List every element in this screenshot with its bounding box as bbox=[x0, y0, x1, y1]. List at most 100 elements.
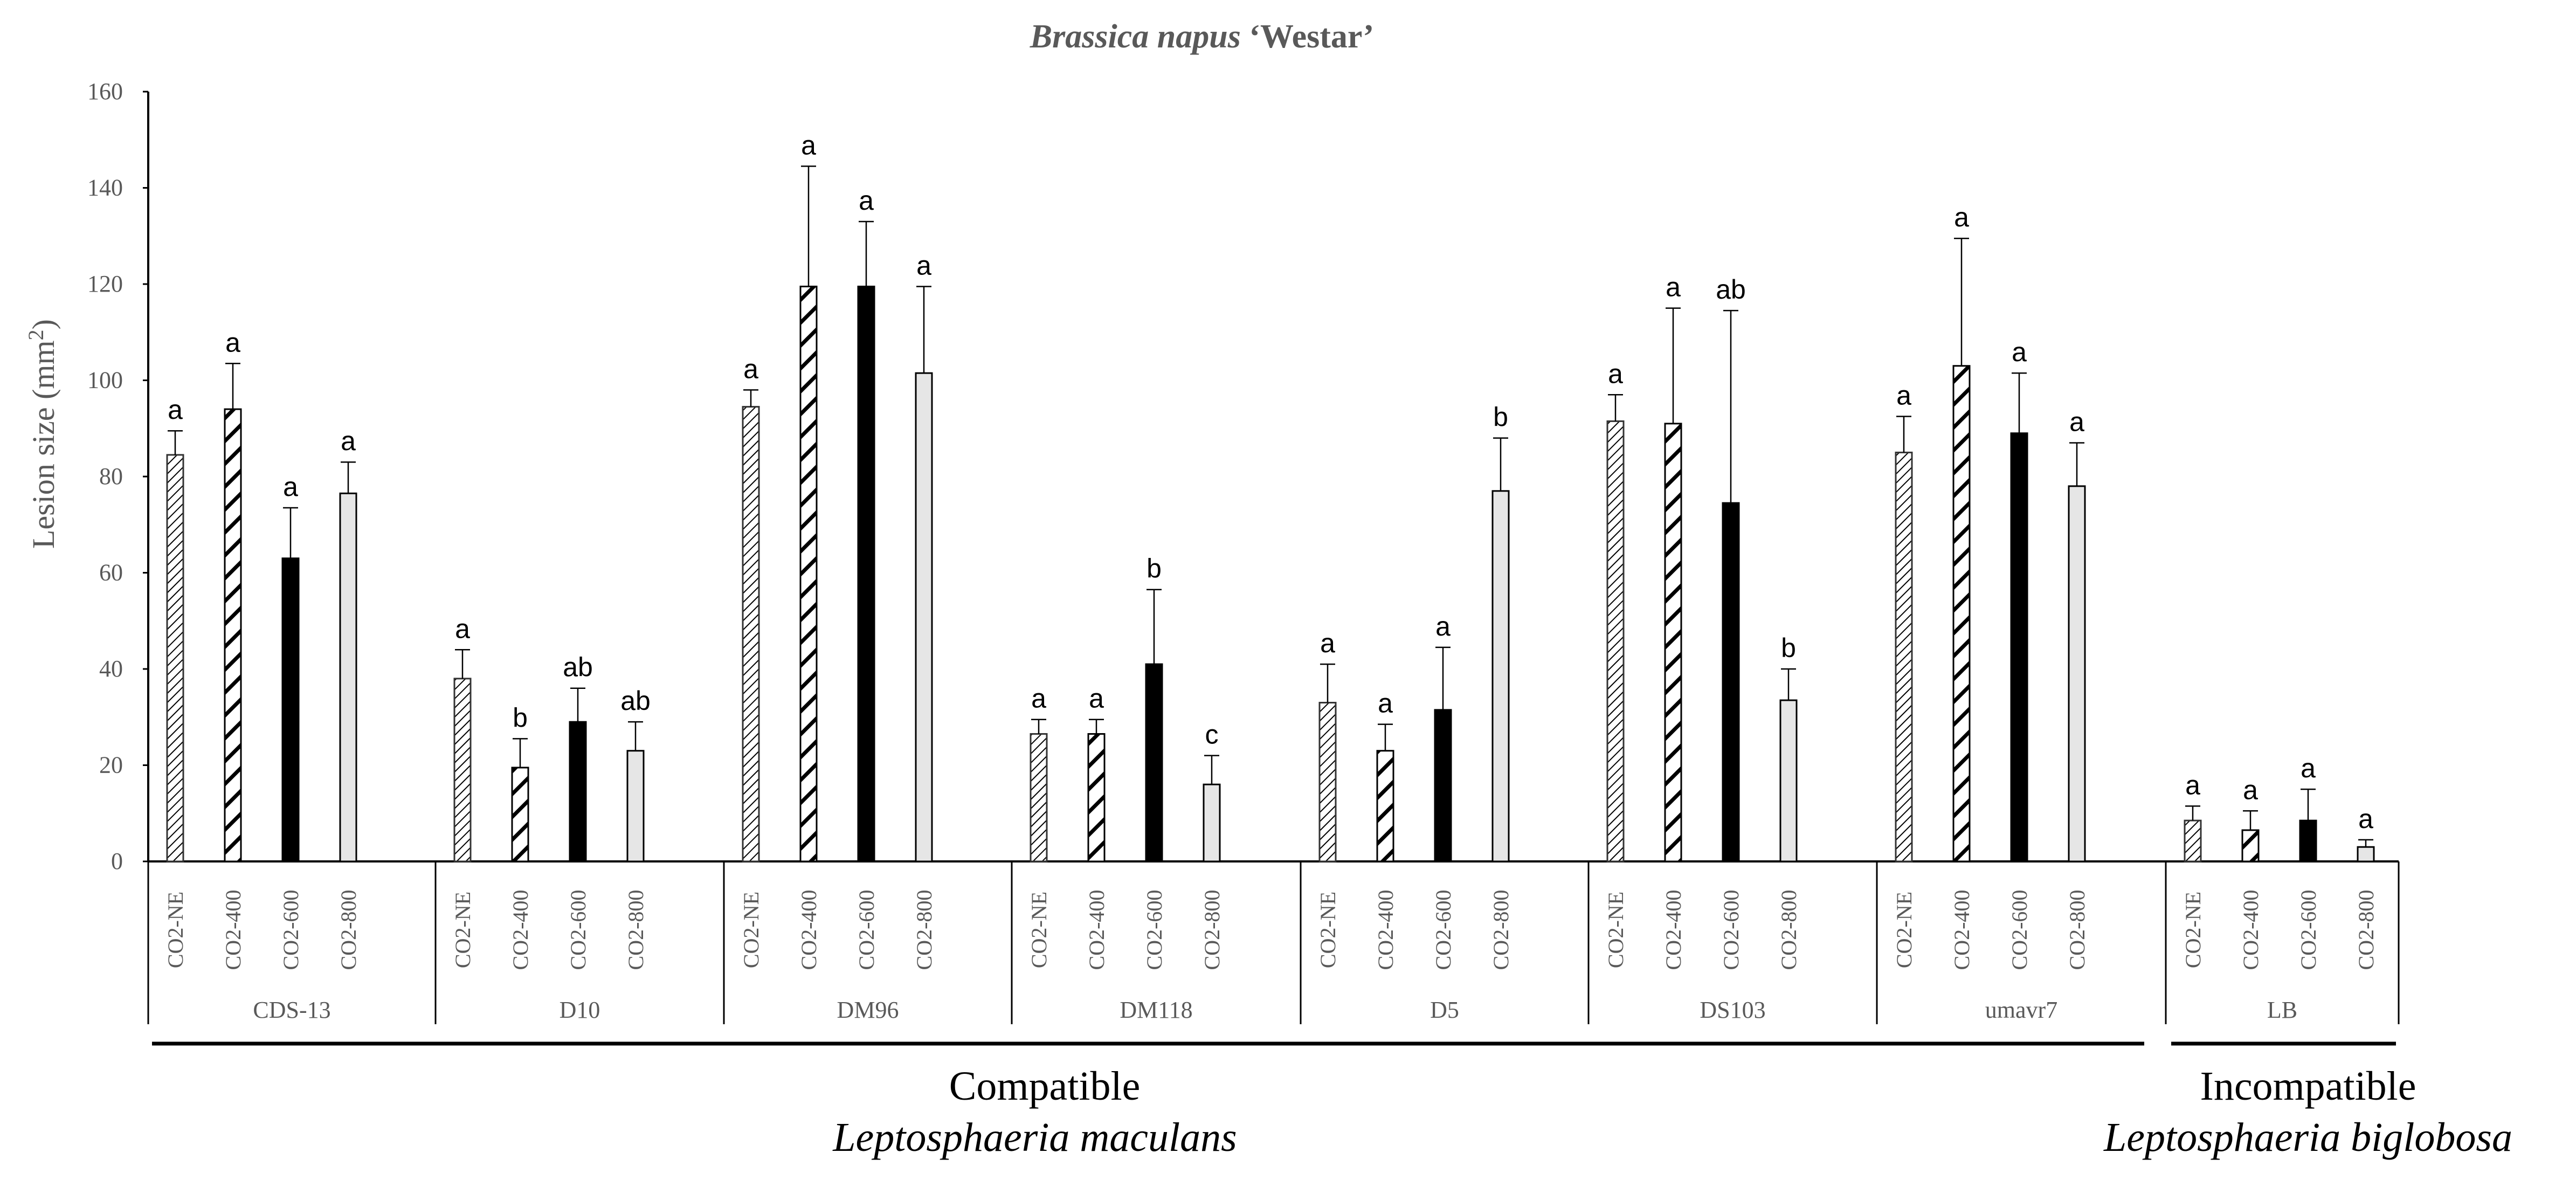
significance-letter: a bbox=[2301, 753, 2316, 783]
significance-letter: b bbox=[1781, 633, 1796, 663]
y-axis-label: Lesion size (mm2) bbox=[24, 319, 61, 549]
treatment-tick-label: CO2-800 bbox=[1777, 890, 1801, 970]
significance-letter: a bbox=[1031, 684, 1046, 714]
bar bbox=[569, 721, 587, 862]
significance-letter: a bbox=[1666, 272, 1681, 302]
significance-letter: a bbox=[283, 472, 298, 502]
significance-letter: a bbox=[1896, 380, 1911, 410]
significance-letter: ab bbox=[620, 686, 651, 716]
treatment-tick-label: CO2-400 bbox=[1661, 890, 1686, 970]
treatment-tick-label: CO2-600 bbox=[1431, 890, 1455, 970]
treatment-tick-label: CO2-600 bbox=[2007, 890, 2032, 970]
group-label: DM118 bbox=[1120, 997, 1192, 1023]
significance-letter: a bbox=[743, 354, 758, 384]
y-tick-label: 120 bbox=[87, 271, 123, 297]
bar bbox=[2068, 485, 2086, 862]
group-label: DM96 bbox=[837, 997, 899, 1023]
significance-letter: a bbox=[168, 395, 183, 425]
bar bbox=[281, 557, 300, 862]
treatment-tick-label: CO2-400 bbox=[2239, 890, 2263, 970]
treatment-tick-label: CO2-400 bbox=[508, 890, 533, 970]
treatment-tick-label: CO2-800 bbox=[1489, 890, 1513, 970]
bar bbox=[1318, 701, 1337, 862]
group-label: umavr7 bbox=[1985, 997, 2057, 1023]
y-tick-label: 100 bbox=[87, 367, 123, 394]
group-label: DS103 bbox=[1700, 997, 1765, 1023]
y-ticks: 0 20 40 60 80 100 120 140 160 bbox=[87, 78, 148, 874]
treatment-tick-label: CO2-800 bbox=[336, 890, 361, 970]
treatment-tick-label: CO2-400 bbox=[1373, 890, 1398, 970]
treatment-tick-label: CO2-NE bbox=[739, 892, 763, 968]
bar bbox=[1895, 451, 1913, 862]
significance-letter: a bbox=[801, 130, 816, 160]
bar bbox=[2299, 819, 2317, 862]
significance-letter: a bbox=[1954, 202, 1969, 232]
bar bbox=[1376, 750, 1394, 862]
incompatible-label: Incompatible bbox=[2200, 1064, 2416, 1109]
bar bbox=[742, 406, 760, 862]
treatment-tick-label: CO2-NE bbox=[1316, 892, 1340, 968]
bar bbox=[626, 750, 645, 862]
compatible-species: Leptosphaeria maculans bbox=[832, 1115, 1237, 1160]
bar bbox=[1664, 423, 1682, 862]
significance-letter: a bbox=[1320, 628, 1335, 658]
treatment-tick-label: CO2-NE bbox=[163, 892, 188, 968]
treatment-tick-label: CO2-800 bbox=[624, 890, 648, 970]
treatment-tick-label: CO2-600 bbox=[566, 890, 590, 970]
significance-letter: a bbox=[1435, 611, 1451, 641]
bar bbox=[2241, 829, 2260, 862]
significance-letter: a bbox=[2243, 775, 2258, 805]
group-label: D5 bbox=[1430, 997, 1459, 1023]
significance-letter: a bbox=[2185, 770, 2200, 800]
significance-letter: b bbox=[1493, 402, 1508, 432]
significance-letter: a bbox=[2012, 337, 2027, 367]
compatible-label: Compatible bbox=[949, 1064, 1141, 1109]
treatment-tick-label: CO2-800 bbox=[2354, 890, 2378, 970]
significance-letter: a bbox=[1378, 688, 1393, 719]
bar bbox=[1203, 783, 1221, 862]
significance-letter: a bbox=[859, 185, 874, 216]
significance-letter: a bbox=[916, 250, 931, 280]
bar bbox=[915, 372, 933, 862]
treatment-tick-label: CO2-800 bbox=[1200, 890, 1224, 970]
treatment-tick-label: CO2-600 bbox=[279, 890, 303, 970]
treatment-tick-label: CO2-600 bbox=[1719, 890, 1743, 970]
treatment-tick-label: CO2-400 bbox=[1085, 890, 1109, 970]
bar bbox=[1030, 733, 1048, 862]
y-tick-label: 20 bbox=[99, 752, 123, 778]
significance-letter: a bbox=[455, 613, 470, 644]
significance-letter: a bbox=[2358, 804, 2373, 834]
y-tick-label: 160 bbox=[87, 78, 123, 105]
y-tick-label: 60 bbox=[99, 560, 123, 586]
bar bbox=[1952, 365, 1971, 862]
significance-letter: b bbox=[513, 702, 528, 733]
treatment-tick-label: CO2-NE bbox=[2181, 892, 2205, 968]
significance-letter: a bbox=[1089, 684, 1104, 714]
treatment-tick-label: CO2-600 bbox=[2296, 890, 2321, 970]
chart-title: Brassica napus ‘Westar’ bbox=[1030, 18, 1374, 55]
bar bbox=[166, 454, 184, 862]
treatment-tick-label: CO2-NE bbox=[451, 892, 475, 968]
significance-letter: ab bbox=[1716, 274, 1746, 305]
bar bbox=[1491, 490, 1510, 862]
treatment-tick-label: CO2-800 bbox=[912, 890, 936, 970]
y-tick-label: 140 bbox=[87, 175, 123, 201]
bar bbox=[2184, 819, 2202, 862]
group-label: D10 bbox=[560, 997, 600, 1023]
bar bbox=[1434, 709, 1452, 862]
category-labels: CO2-NE CO2-400 CO2-600 CO2-800 CDS-13 CO2-NE C… bbox=[147, 861, 2400, 1024]
bar bbox=[2010, 432, 2028, 862]
bar bbox=[1779, 699, 1798, 862]
treatment-tick-label: CO2-NE bbox=[1892, 892, 1916, 968]
significance-letter: a bbox=[2069, 407, 2084, 437]
treatment-tick-label: CO2-400 bbox=[1950, 890, 1974, 970]
bar bbox=[1722, 502, 1740, 862]
treatment-tick-label: CO2-400 bbox=[221, 890, 245, 970]
significance-letter: c bbox=[1205, 720, 1219, 750]
bar bbox=[453, 678, 472, 862]
bar bbox=[1145, 663, 1163, 862]
bar bbox=[511, 767, 529, 862]
treatment-tick-label: CO2-600 bbox=[1142, 890, 1166, 970]
